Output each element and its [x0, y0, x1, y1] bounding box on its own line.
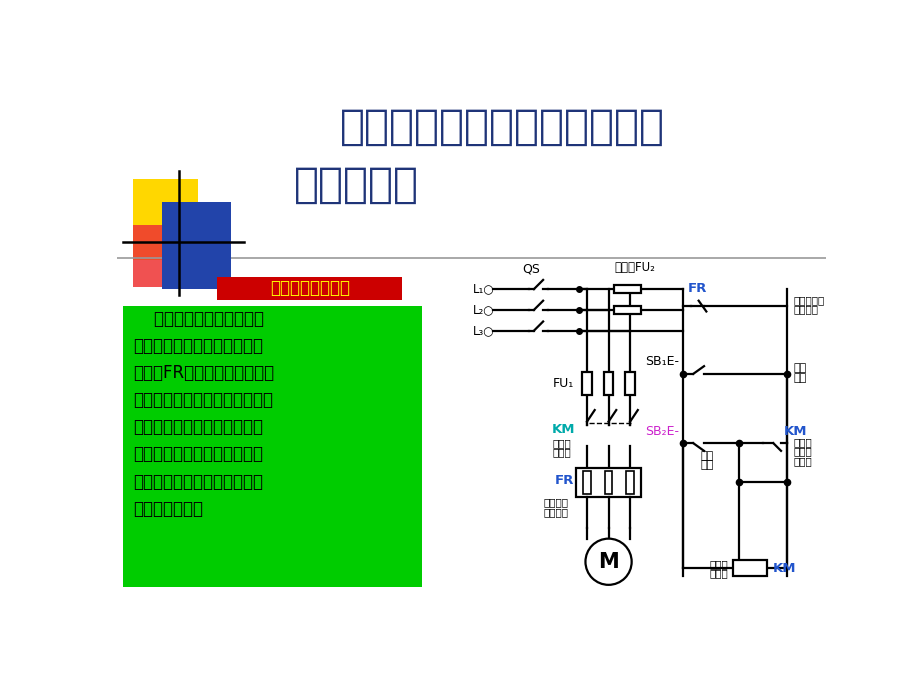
Text: 按钮: 按钮 [699, 460, 712, 471]
Text: 转控制线路: 转控制线路 [293, 164, 418, 206]
Bar [613, 306, 641, 314]
Text: 热继电器的: 热继电器的 [792, 295, 823, 305]
Text: M: M [597, 552, 618, 572]
Text: FR: FR [686, 282, 706, 295]
Text: 具有过载保护的接触器自锁正: 具有过载保护的接触器自锁正 [339, 106, 664, 148]
Text: QS: QS [521, 262, 539, 275]
Text: 常开辅: 常开辅 [792, 446, 811, 457]
Polygon shape [132, 225, 190, 287]
Text: L₃○: L₃○ [472, 324, 494, 337]
Text: 热继电器: 热继电器 [543, 497, 568, 507]
Text: 的线圈: 的线圈 [709, 569, 727, 578]
Text: KM: KM [551, 423, 574, 436]
Text: SB₁E-: SB₁E- [645, 355, 678, 368]
Text: 启动: 启动 [699, 451, 712, 461]
Text: KM: KM [783, 425, 807, 438]
Text: 熔断器FU₂: 熔断器FU₂ [614, 261, 654, 274]
Polygon shape [132, 179, 198, 260]
Text: KM: KM [772, 562, 795, 575]
Bar [626, 471, 633, 494]
Text: SB₂E-: SB₂E- [645, 425, 678, 438]
Bar [603, 371, 613, 395]
Text: 与接触器自锁正转控制线
路相比，该线路增加了一只热
继电器FR，构成了具有过载保
护的接触器自锁正转控制线路，
该线路不但有短路保护、欠压
与失压保护作用，还具: 与接触器自锁正转控制线 路相比，该线路增加了一只热 继电器FR，构成了具有过载保… [132, 310, 274, 518]
Text: 按钮: 按钮 [792, 373, 806, 383]
Text: 常闭触头: 常闭触头 [792, 304, 818, 314]
Text: FR: FR [554, 473, 573, 486]
Text: 接触器: 接触器 [792, 437, 811, 447]
Bar [575, 468, 641, 497]
Bar [613, 285, 641, 293]
Text: L₁○: L₁○ [472, 283, 494, 295]
Bar [582, 371, 591, 395]
Text: FU₁: FU₁ [552, 377, 573, 390]
Bar [217, 277, 402, 300]
Text: 助触头: 助触头 [792, 456, 811, 466]
Bar [625, 371, 634, 395]
Circle shape [584, 539, 631, 585]
Text: L₂○: L₂○ [472, 304, 494, 317]
Bar [604, 471, 612, 494]
Text: 停止: 停止 [792, 363, 806, 373]
Text: 一、线路的原理图: 一、线路的原理图 [269, 279, 349, 297]
Text: 接触器: 接触器 [709, 559, 727, 569]
Bar [123, 306, 422, 587]
Polygon shape [162, 202, 231, 289]
Text: 主触头: 主触头 [552, 447, 571, 457]
Bar [732, 560, 766, 575]
Bar [583, 471, 590, 494]
Text: 接触器: 接触器 [552, 438, 571, 449]
Text: 的热元件: 的热元件 [543, 506, 568, 517]
